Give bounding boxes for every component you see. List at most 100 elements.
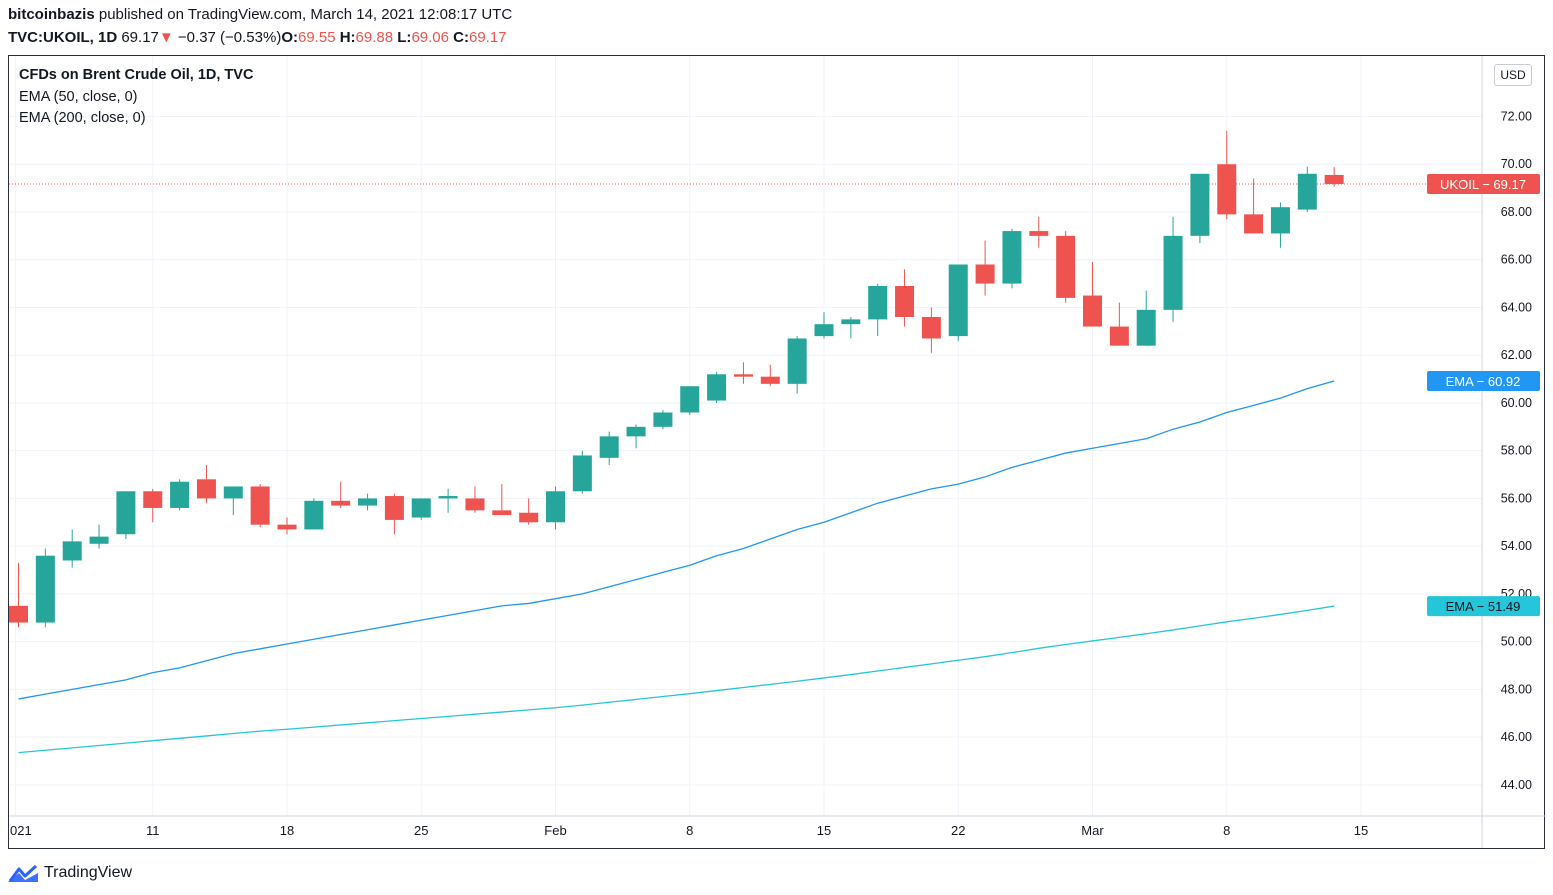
ema200-line <box>18 605 1335 754</box>
candle-body-up <box>546 491 565 523</box>
candle-body-down <box>1217 164 1237 215</box>
candle-body-up <box>438 496 458 499</box>
y-tick-label: 46.00 <box>1501 730 1532 744</box>
candle-body-up <box>223 486 243 499</box>
candle-body-down <box>143 491 163 508</box>
high-value: 69.88 <box>355 29 394 46</box>
y-tick-label: 56.00 <box>1501 491 1532 505</box>
candle-body-up <box>814 324 834 337</box>
currency-button[interactable]: USD <box>1494 64 1532 86</box>
brand-name: TradingView <box>44 864 133 881</box>
ema50-line <box>18 380 1335 700</box>
ema200-price-tag: EMA − 51.49 <box>1446 599 1521 614</box>
candle-body-down <box>492 510 512 516</box>
y-tick-label: 72.00 <box>1501 110 1532 124</box>
candle-body-down <box>733 374 753 377</box>
close-label: C: <box>453 29 469 46</box>
candle-body-up <box>653 412 673 427</box>
candle-body-down <box>331 500 351 506</box>
y-tick-label: 54.00 <box>1501 539 1532 553</box>
candle-body-up <box>1136 309 1156 346</box>
quote-line: TVC:UKOIL, 1D 69.17▼ −0.37 (−0.53%)O:69.… <box>8 29 507 46</box>
candle-body-up <box>170 481 190 508</box>
symbol-label: TVC:UKOIL, 1D <box>8 29 118 46</box>
candle-body-up <box>707 374 727 401</box>
x-tick-label: 18 <box>280 823 294 838</box>
candle-body-down <box>975 264 995 284</box>
open-value: 69.55 <box>298 29 336 46</box>
candle-body-down <box>760 376 780 384</box>
candle-body-up <box>62 541 82 561</box>
candle-body-up <box>599 436 619 458</box>
y-tick-label: 48.00 <box>1501 682 1532 696</box>
candle-body-down <box>1244 214 1264 234</box>
candle-body-up <box>304 500 324 530</box>
x-tick-label: Feb <box>544 823 566 838</box>
candle-body-down <box>465 498 485 511</box>
x-tick-label: 22 <box>951 823 965 838</box>
candle-body-up <box>680 386 700 413</box>
candle-body-up <box>948 264 968 337</box>
candle-body-down <box>277 524 297 530</box>
y-tick-label: 44.00 <box>1501 778 1532 792</box>
ema50-price-tag-bg <box>1427 370 1540 391</box>
y-tick-label: 66.00 <box>1501 253 1532 267</box>
candle-body-up <box>1002 231 1022 284</box>
candle-body-up <box>35 555 55 623</box>
x-tick-label: 25 <box>414 823 428 838</box>
last-price-tag: UKOIL − 69.17 <box>1440 177 1526 192</box>
y-tick-label: 64.00 <box>1501 300 1532 314</box>
candle-body-up <box>1190 173 1210 236</box>
candle-body-down <box>250 486 270 525</box>
x-tick-label: Mar <box>1081 823 1104 838</box>
x-tick-label: 8 <box>686 823 693 838</box>
candle-body-down <box>1083 295 1102 327</box>
candle-body-down <box>9 605 28 623</box>
candle-body-down <box>384 496 404 520</box>
candle-body-up <box>358 498 378 506</box>
x-tick-label: 15 <box>817 823 831 838</box>
candle-body-down <box>1324 174 1344 185</box>
candle-body-up <box>89 536 109 544</box>
legend-title[interactable]: CFDs on Brent Crude Oil, 1D, TVC <box>19 67 254 83</box>
candle-body-up <box>572 455 592 492</box>
candle-body-up <box>1163 235 1183 310</box>
candle-body-down <box>196 479 216 499</box>
candle-body-down <box>1029 231 1049 236</box>
publish-info: bitcoinbazis published on TradingView.co… <box>8 6 512 23</box>
candle-body-up <box>841 319 861 325</box>
candle-body-up <box>116 491 136 535</box>
y-tick-label: 62.00 <box>1501 348 1532 362</box>
legend-ema200[interactable]: EMA (200, close, 0) <box>19 110 146 126</box>
chart-frame[interactable] <box>8 55 1545 849</box>
low-value: 69.06 <box>411 29 449 46</box>
candle-body-down <box>1056 235 1076 298</box>
y-tick-label: 60.00 <box>1501 396 1532 410</box>
y-tick-label: 58.00 <box>1501 444 1532 458</box>
candle-body-down <box>1109 326 1129 346</box>
published-text: published on TradingView.com, March 14, … <box>98 6 513 23</box>
candle-body-down <box>921 317 941 339</box>
last-price: 69.17 <box>121 29 159 46</box>
candle-body-up <box>787 338 807 384</box>
legend-ema50[interactable]: EMA (50, close, 0) <box>19 89 138 105</box>
x-tick-label: 11 <box>146 823 160 838</box>
candle-body-up <box>1270 207 1290 234</box>
candle-body-up <box>411 498 431 518</box>
ema50-price-tag: EMA − 60.92 <box>1446 374 1521 389</box>
x-tick-label: 8 <box>1223 823 1230 838</box>
candle-body-up <box>1297 173 1317 210</box>
candle-body-down <box>895 285 915 318</box>
x-tick-label: 15 <box>1354 823 1368 838</box>
ema200-price-tag-bg <box>1427 596 1540 617</box>
close-value: 69.17 <box>468 29 507 46</box>
y-tick-label: 70.00 <box>1501 157 1532 171</box>
price-change: −0.37 (−0.53%) <box>177 29 282 46</box>
high-label: H: <box>339 29 356 46</box>
author-name[interactable]: bitcoinbazis <box>8 6 95 23</box>
tradingview-logo[interactable]: TradingView <box>8 859 132 887</box>
low-label: L: <box>397 29 412 46</box>
y-tick-label: 50.00 <box>1501 635 1532 649</box>
last-price-tag-bg <box>1427 174 1540 195</box>
